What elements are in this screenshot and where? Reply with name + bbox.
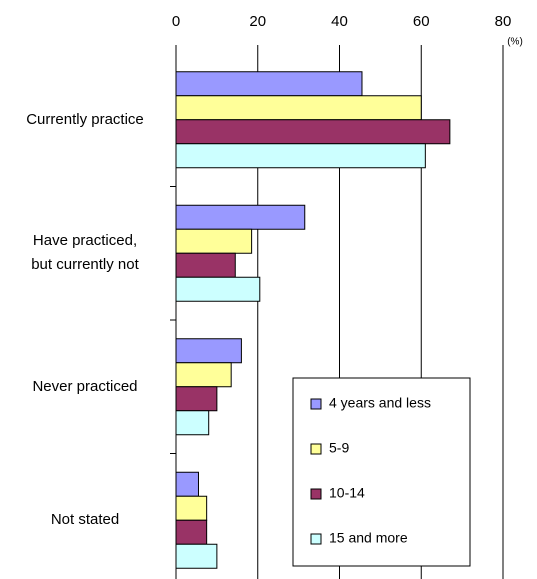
bar: [175, 471, 199, 497]
bar: [175, 543, 218, 569]
x-tick-label: 0: [172, 13, 180, 30]
x-tick-label: 80: [495, 13, 512, 30]
bar: [175, 276, 261, 302]
legend-swatch: [310, 488, 322, 500]
x-tick-label: 40: [331, 13, 348, 30]
legend-label: 4 years and less: [329, 395, 431, 411]
legend-label: 10-14: [329, 485, 365, 501]
y-tick-label: Currently practice: [26, 110, 144, 128]
bar: [175, 386, 218, 412]
x-tick-label: 60: [413, 13, 430, 30]
x-tick-label: 20: [249, 13, 266, 30]
bar: [175, 410, 210, 436]
y-tick-label: Never practiced: [32, 377, 138, 395]
bar: [175, 519, 208, 545]
bar: [175, 71, 363, 97]
bar: [175, 119, 451, 145]
bar: [175, 228, 253, 254]
bar: [175, 495, 208, 521]
bar: [175, 143, 426, 169]
bar: [175, 362, 232, 388]
bar: [175, 204, 306, 230]
x-unit-label: (%): [507, 37, 523, 48]
legend-box: [292, 377, 471, 567]
bar: [175, 95, 422, 121]
legend-swatch: [310, 443, 322, 455]
legend-swatch: [310, 533, 322, 545]
y-tick-label: Not stated: [50, 511, 120, 529]
bar: [175, 252, 236, 278]
y-tick-label: Have practiced, but currently not: [31, 232, 139, 274]
bar: [175, 338, 242, 364]
legend-label: 15 and more: [329, 530, 408, 546]
legend-label: 5-9: [329, 440, 349, 456]
legend-swatch: [310, 398, 322, 410]
